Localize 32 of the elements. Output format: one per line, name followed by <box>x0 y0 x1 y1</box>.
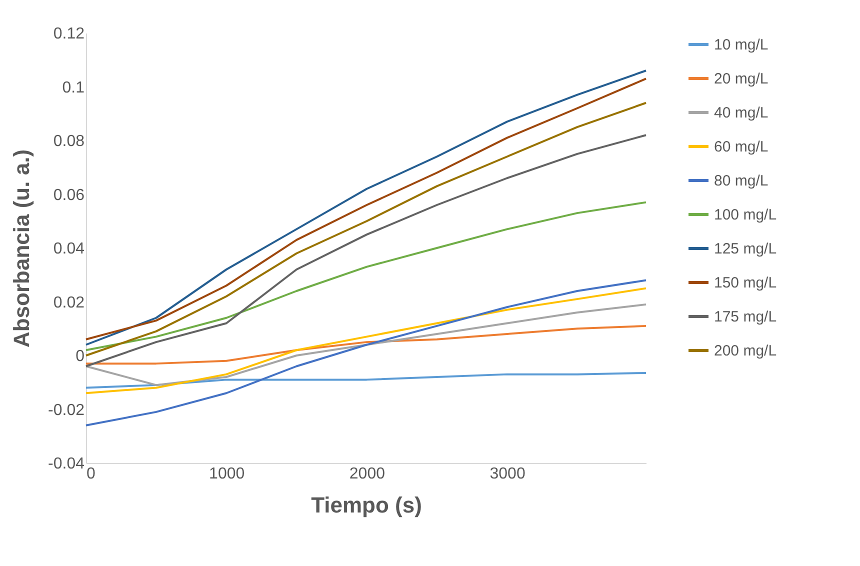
line-series <box>85 303 647 386</box>
x-tick-label: 2000 <box>349 466 386 482</box>
x-tick-label: 1000 <box>209 466 245 482</box>
y-tick-label: 0.06 <box>53 186 85 204</box>
line-series <box>85 134 647 368</box>
legend-label: 200 mg/L <box>714 342 777 360</box>
legend-label: 150 mg/L <box>714 274 777 292</box>
legend-label: 100 mg/L <box>714 206 777 224</box>
legend-label: 20 mg/L <box>714 70 768 88</box>
line-series <box>85 201 647 352</box>
legend-label: 40 mg/L <box>714 104 768 122</box>
x-axis-title: Tiempo (s) <box>311 492 422 518</box>
line-series <box>85 324 647 365</box>
y-tick-label: 0.08 <box>53 133 85 150</box>
legend-label: 80 mg/L <box>714 172 768 190</box>
y-tick-label: 0.04 <box>53 240 85 258</box>
x-tick-label: 0 <box>86 466 96 482</box>
y-axis-title: Absorbancia (u. a.) <box>9 149 34 348</box>
y-tick-label: 0 <box>76 348 85 365</box>
legend-label: 10 mg/L <box>714 36 768 54</box>
legend-label: 175 mg/L <box>714 308 777 326</box>
y-tick-label: 0.02 <box>53 294 85 312</box>
legend-label: 125 mg/L <box>714 240 777 258</box>
y-tick-label: -0.02 <box>48 402 85 419</box>
line-series <box>85 372 647 389</box>
x-tick-label: 3000 <box>490 466 526 482</box>
legend-label: 60 mg/L <box>714 138 768 156</box>
y-tick-label: 0.1 <box>62 79 85 96</box>
line-series <box>85 279 647 426</box>
y-tick-label: -0.04 <box>48 456 85 472</box>
y-tick-label: 0.12 <box>53 26 85 42</box>
line-series <box>85 287 647 394</box>
